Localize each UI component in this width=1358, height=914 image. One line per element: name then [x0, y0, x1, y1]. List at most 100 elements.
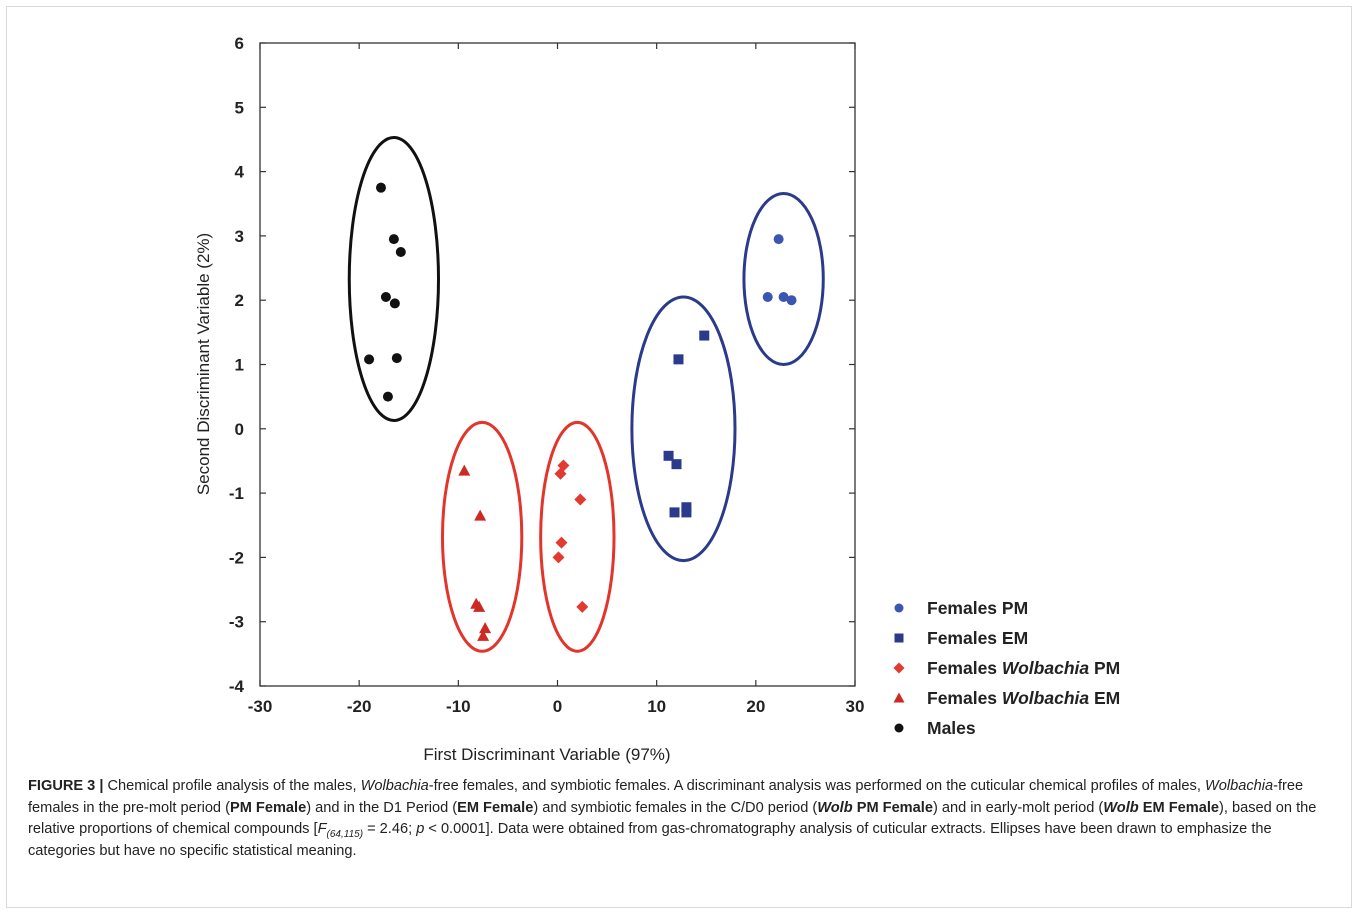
data-point-females-em — [663, 450, 674, 461]
legend-label-part: Females — [927, 688, 1002, 708]
data-point-females-wolbachia-em — [473, 600, 486, 612]
caption-text-run: F — [317, 821, 327, 837]
caption-text-run: Wolbachia — [1204, 778, 1274, 794]
x-tick-label: -30 — [248, 697, 273, 716]
data-point-females-wolbachia-pm — [576, 600, 589, 613]
group-ellipse-females-pm — [742, 191, 825, 366]
caption-text-run: < 0.0001]. Data were obtained from gas-c… — [28, 821, 1272, 859]
x-tick-label: 10 — [647, 697, 666, 716]
legend-label-part: PM — [1089, 658, 1120, 678]
y-tick-label: 4 — [235, 163, 245, 182]
caption-text-run: Chemical profile analysis of the males, — [103, 778, 361, 794]
caption-text-run: ), based on the relative proportions of … — [28, 799, 1317, 838]
caption-text-run: (64,115) — [326, 828, 364, 840]
caption-text-run: ) and symbiotic females in the C/D0 peri… — [533, 799, 818, 816]
caption-text-run: ) and in early-molt period ( — [932, 799, 1104, 816]
data-point-females-wolbachia-em — [474, 509, 487, 521]
y-tick-label: -3 — [229, 613, 244, 632]
data-point-males — [388, 234, 399, 245]
data-point-males — [380, 291, 391, 302]
caption-text-run: Wolb — [817, 799, 853, 816]
caption-text-run: Wolbachia — [360, 778, 429, 794]
data-point-females-wolbachia-pm — [554, 467, 567, 480]
legend-label-part: Wolbachia — [1002, 658, 1089, 678]
legend-marker-females-em — [894, 633, 904, 643]
caption-text-run: EM Female — [457, 799, 534, 816]
group-ellipse-females-wolbachia-pm — [539, 420, 616, 653]
data-point-females-em — [669, 507, 680, 518]
y-tick-label: 1 — [235, 356, 244, 375]
y-tick-label: -2 — [229, 548, 244, 567]
data-point-females-wolbachia-em — [477, 629, 490, 641]
data-point-males — [382, 391, 393, 402]
legend-label-part: Wolbachia — [1002, 688, 1089, 708]
y-tick-label: 6 — [235, 34, 244, 53]
y-tick-label: -4 — [229, 677, 245, 696]
group-ellipse-females-wolbachia-em — [440, 420, 524, 653]
data-point-females-em — [673, 354, 684, 365]
caption-text-run: p — [416, 821, 425, 837]
legend-label-part: EM — [1089, 688, 1120, 708]
legend-label-females-em: Females EM — [927, 628, 1028, 648]
legend-marker-females-wolbachia-em — [893, 692, 905, 703]
plot-frame — [259, 42, 856, 687]
x-tick-label: -10 — [446, 697, 471, 716]
data-point-females-em — [671, 459, 682, 470]
caption-text-run: ) and in the D1 Period ( — [306, 799, 458, 816]
data-point-males — [375, 182, 386, 193]
legend-label-females-pm: Females PM — [927, 598, 1028, 618]
legend-label-females-wolbachia-pm: Females Wolbachia PM — [927, 658, 1120, 678]
legend: Females PM Females EM Females Wolbachia PM… — [893, 598, 1120, 738]
group-ellipse-males — [347, 136, 440, 422]
legend-label-females-wolbachia-em: Females Wolbachia EM — [927, 688, 1120, 708]
data-point-females-wolbachia-pm — [552, 551, 565, 564]
caption-text-run: PM Female — [229, 799, 307, 816]
figure-caption: FIGURE 3 | Chemical profile analysis of … — [28, 776, 1328, 862]
data-point-females-em — [681, 502, 692, 513]
caption-text-run: PM Female — [852, 799, 933, 816]
data-point-females-wolbachia-em — [458, 464, 471, 476]
legend-marker-females-wolbachia-pm — [893, 662, 905, 674]
caption-text-run: EM Female — [1138, 799, 1219, 816]
caption-text-run: -free females in the pre-molt period ( — [28, 778, 1304, 816]
x-axis-label: First Discriminant Variable (97%) — [423, 745, 670, 764]
figure-label: FIGURE 3 | — [28, 778, 104, 794]
legend-marker-males — [894, 723, 904, 733]
data-point-females-wolbachia-em — [479, 622, 492, 634]
data-point-females-pm — [786, 295, 797, 306]
data-point-females-wolbachia-pm — [555, 536, 568, 549]
y-tick-label: 0 — [235, 420, 244, 439]
legend-label-part: Females EM — [927, 628, 1028, 648]
data-point-females-pm — [773, 234, 784, 245]
legend-label-part: Females — [927, 658, 1002, 678]
legend-label-part: Males — [927, 718, 976, 738]
data-point-females-pm — [778, 291, 789, 302]
data-point-females-em — [699, 330, 710, 341]
y-tick-label: 5 — [235, 98, 244, 117]
x-tick-label: 20 — [746, 697, 765, 716]
legend-marker-females-pm — [894, 603, 904, 613]
group-ellipse-females-em — [630, 295, 737, 563]
data-point-males — [391, 353, 402, 364]
y-axis-label: Second Discriminant Variable (2%) — [194, 233, 213, 495]
caption-text-run: Wolb — [1103, 799, 1139, 816]
y-tick-label: 2 — [235, 291, 244, 310]
data-point-females-wolbachia-pm — [574, 493, 587, 506]
legend-label-part: Females PM — [927, 598, 1028, 618]
x-tick-label: 30 — [846, 697, 865, 716]
figure-frame — [6, 6, 1352, 908]
legend-label-males: Males — [927, 718, 976, 738]
x-tick-label: 0 — [553, 697, 562, 716]
caption-text-run: -free females, and symbiotic females. A … — [428, 778, 1205, 794]
data-point-males — [389, 298, 400, 309]
data-point-females-em — [681, 507, 692, 518]
y-tick-label: -1 — [229, 484, 244, 503]
data-point-males — [395, 246, 406, 257]
y-tick-label: 3 — [235, 227, 244, 246]
caption-text-run: = 2.46; — [363, 821, 417, 837]
x-tick-label: -20 — [347, 697, 372, 716]
data-point-males — [364, 354, 375, 365]
data-point-females-pm — [762, 291, 773, 302]
